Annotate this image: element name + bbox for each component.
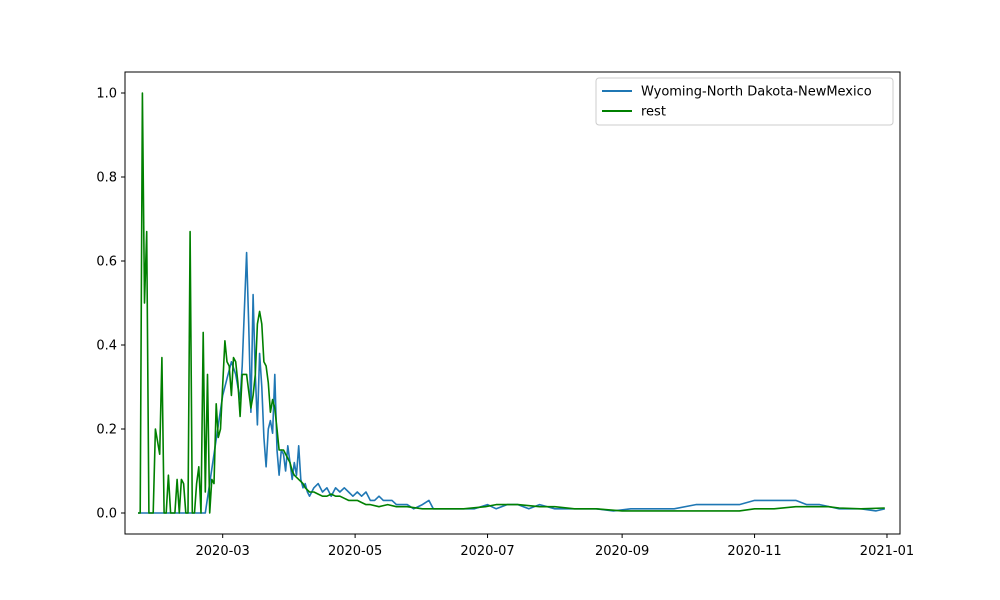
legend: Wyoming-North Dakota-NewMexico rest (595, 77, 894, 126)
y-tick-label: 0.0 (96, 507, 117, 522)
series-line-0 (138, 251, 885, 514)
plot-frame (124, 71, 901, 535)
legend-box (595, 77, 894, 126)
y-tick-label: 0.8 (96, 171, 117, 186)
y-tick-label: 0.6 (96, 255, 117, 270)
x-tick-label: 2021-01 (860, 544, 914, 559)
x-tick-label: 2020-03 (196, 544, 250, 559)
y-tick-label: 0.2 (96, 423, 117, 438)
x-tick-label: 2020-11 (727, 544, 781, 559)
legend-label-wyoming-north-dakota-newmexico: Wyoming-North Dakota-NewMexico (641, 85, 872, 100)
y-tick-label: 0.4 (96, 339, 117, 354)
legend-label-rest: rest (641, 105, 666, 120)
x-axis: 2020-03 2020-05 2020-07 2020-09 2020-11 2021-… (196, 534, 914, 559)
y-tick-label: 1.0 (96, 87, 117, 102)
series-line-1 (138, 92, 885, 514)
plot-lines (138, 92, 885, 514)
x-tick-label: 2020-07 (460, 544, 514, 559)
y-axis: 0.0 0.2 0.4 0.6 0.8 1.0 (96, 87, 125, 522)
x-tick-label: 2020-05 (328, 544, 382, 559)
x-tick-label: 2020-09 (595, 544, 649, 559)
